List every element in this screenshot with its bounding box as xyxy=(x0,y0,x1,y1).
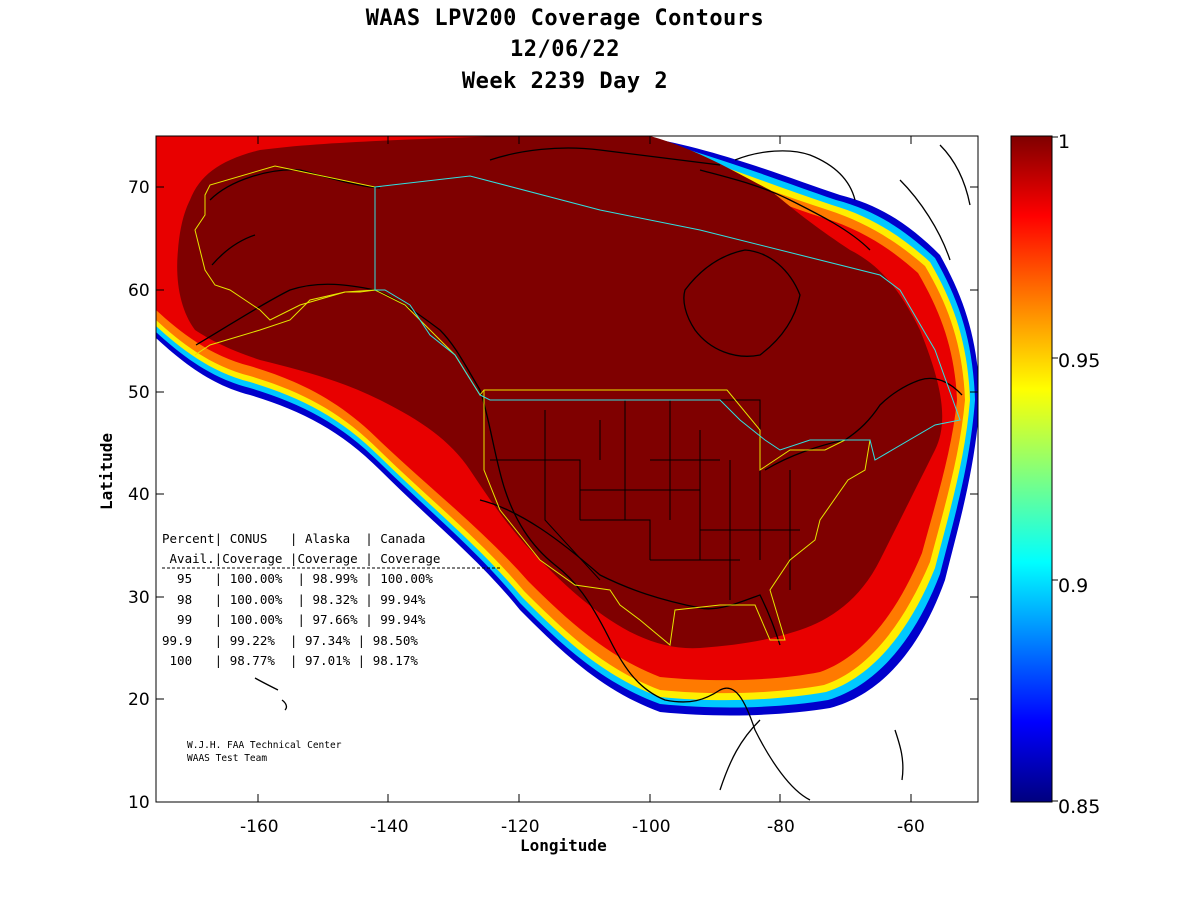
x-tick-label: -140 xyxy=(370,817,409,837)
coverage-contours xyxy=(156,136,978,716)
x-tick-label: -100 xyxy=(632,817,671,837)
colorbar-tick-label: 0.85 xyxy=(1058,796,1100,818)
y-axis-label: Latitude xyxy=(97,433,116,510)
table-row: 95 | 100.00% | 98.99% | 100.00% xyxy=(162,571,433,586)
table-row: 100 | 98.77% | 97.01% | 98.17% xyxy=(162,653,418,668)
coverage-table: Percent| CONUS | Alaska | Canada Avail.|… xyxy=(162,531,500,668)
y-tick-label: 40 xyxy=(128,485,150,505)
x-tick-label: -160 xyxy=(240,817,279,837)
credit-line-2: WAAS Test Team xyxy=(187,753,267,764)
colorbar-tick-label: 0.9 xyxy=(1058,575,1088,597)
y-tick-label: 60 xyxy=(128,281,150,301)
table-row: 99.9 | 99.22% | 97.34% | 98.50% xyxy=(162,633,418,648)
chart-title: WAAS LPV200 Coverage Contours xyxy=(365,6,765,31)
plot-frame xyxy=(155,135,979,803)
tick-marks xyxy=(156,136,978,803)
chart-date: 12/06/22 xyxy=(510,37,620,62)
table-row: 98 | 100.00% | 98.32% | 99.94% xyxy=(162,592,426,607)
x-tick-label: -60 xyxy=(897,817,925,837)
colorbar-tick-label: 0.95 xyxy=(1058,350,1100,372)
credit-line-1: W.J.H. FAA Technical Center xyxy=(187,740,342,751)
y-tick-label: 10 xyxy=(128,793,150,813)
x-tick-label: -120 xyxy=(501,817,540,837)
chart-week-day: Week 2239 Day 2 xyxy=(461,69,669,94)
contour-100 xyxy=(177,136,943,649)
colorbar: 1 0.95 0.9 0.85 xyxy=(1010,131,1100,818)
colorbar-tick-label: 1 xyxy=(1058,131,1070,153)
y-tick-label: 30 xyxy=(128,588,150,608)
x-tick-label: -80 xyxy=(767,817,795,837)
colorbar-gradient xyxy=(1010,135,1053,803)
table-header-1: Percent| CONUS | Alaska | Canada xyxy=(162,531,425,546)
coastlines xyxy=(195,144,971,801)
y-tick-label: 20 xyxy=(128,690,150,710)
table-row: 99 | 100.00% | 97.66% | 99.94% xyxy=(162,612,426,627)
x-axis-label: Longitude xyxy=(520,836,607,855)
y-tick-label: 50 xyxy=(128,383,150,403)
table-header-2: Avail.|Coverage |Coverage | Coverage xyxy=(162,551,440,566)
region-outlines xyxy=(194,165,961,646)
y-tick-label: 70 xyxy=(128,178,150,198)
